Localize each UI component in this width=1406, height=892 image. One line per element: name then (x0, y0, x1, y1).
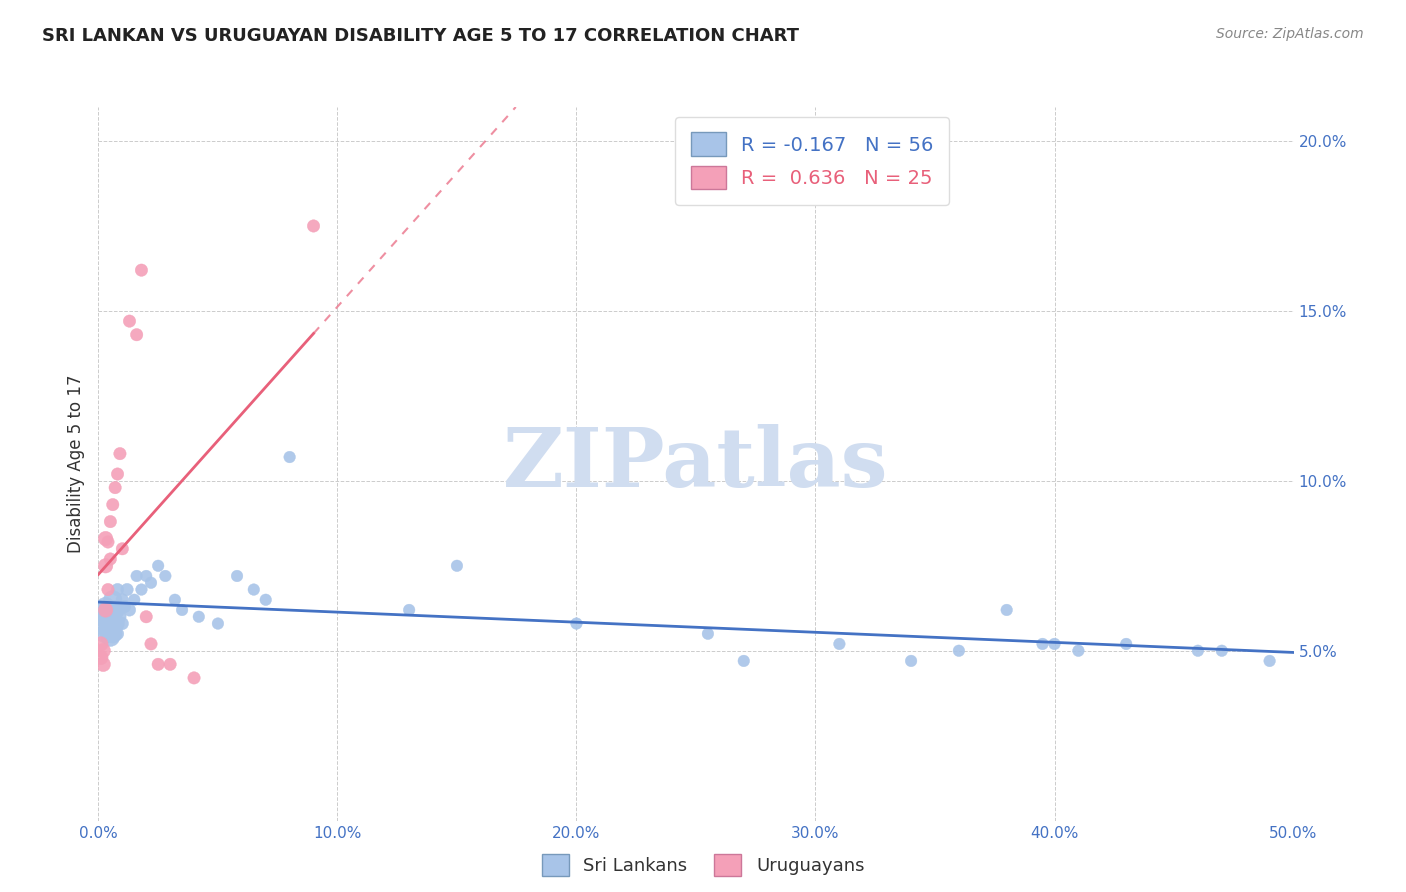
Point (101, 498, 124, 512)
Point (226, 569, 249, 583)
Point (98, 616, 122, 631)
Point (148, 657, 170, 672)
Point (131, 582, 153, 597)
Point (97, 535, 120, 549)
Y-axis label: Disability Age 5 to 17: Disability Age 5 to 17 (66, 375, 84, 553)
Point (254, 592, 277, 607)
Point (94, 532, 117, 546)
Point (94, 626, 117, 640)
Point (135, 609, 157, 624)
Point (183, 671, 205, 685)
Point (163, 592, 186, 607)
Point (107, 582, 129, 597)
Point (111, 541, 134, 556)
Point (995, 603, 1018, 617)
Point (139, 575, 162, 590)
Point (101, 592, 124, 607)
Point (900, 654, 922, 668)
Point (108, 609, 131, 624)
Point (114, 599, 136, 614)
Text: Source: ZipAtlas.com: Source: ZipAtlas.com (1216, 27, 1364, 41)
Point (139, 637, 162, 651)
Text: SRI LANKAN VS URUGUAYAN DISABILITY AGE 5 TO 17 CORRELATION CHART: SRI LANKAN VS URUGUAYAN DISABILITY AGE 5… (42, 27, 799, 45)
Point (98, 630, 122, 644)
Point (91, 609, 114, 624)
Point (91, 644, 114, 658)
Point (243, 582, 266, 597)
Point (187, 609, 209, 624)
Point (398, 603, 420, 617)
Point (1043, 637, 1066, 651)
Point (1032, 637, 1054, 651)
Point (115, 582, 138, 597)
Point (1258, 654, 1281, 668)
Point (124, 592, 146, 607)
Point (107, 626, 129, 640)
Point (94, 599, 117, 614)
Text: ZIPatlas: ZIPatlas (503, 424, 889, 504)
Point (98, 552, 122, 566)
Point (118, 603, 141, 617)
Point (733, 654, 755, 668)
Point (446, 558, 468, 573)
Point (101, 626, 124, 640)
Point (118, 314, 141, 328)
Point (565, 616, 588, 631)
Point (98, 515, 122, 529)
Point (91, 616, 114, 631)
Point (125, 327, 148, 342)
Point (828, 637, 851, 651)
Point (94, 558, 117, 573)
Point (1211, 644, 1233, 658)
Point (97, 624, 120, 638)
Point (91, 657, 114, 672)
Point (90, 609, 112, 624)
Point (104, 603, 127, 617)
Point (104, 481, 127, 495)
Point (159, 657, 181, 672)
Point (101, 609, 124, 624)
Legend: R = -0.167   N = 56, R =  0.636   N = 25: R = -0.167 N = 56, R = 0.636 N = 25 (675, 117, 949, 205)
Point (111, 616, 134, 631)
Point (90, 637, 112, 651)
Point (94, 603, 117, 617)
Point (98, 603, 122, 617)
Point (104, 616, 127, 631)
Point (1115, 637, 1137, 651)
Point (1187, 644, 1209, 658)
Point (948, 644, 970, 658)
Legend: Sri Lankans, Uruguayans: Sri Lankans, Uruguayans (534, 847, 872, 883)
Point (135, 569, 157, 583)
Point (97, 603, 120, 617)
Point (125, 569, 148, 583)
Point (697, 626, 720, 640)
Point (172, 603, 194, 617)
Point (131, 263, 153, 277)
Point (155, 569, 177, 583)
Point (278, 450, 301, 464)
Point (1067, 644, 1090, 658)
Point (90, 650, 112, 665)
Point (108, 447, 131, 461)
Point (148, 558, 170, 573)
Point (107, 467, 129, 481)
Point (98, 609, 122, 624)
Point (302, 219, 325, 233)
Point (94, 609, 117, 624)
Point (111, 592, 134, 607)
Point (207, 616, 229, 631)
Point (97, 582, 120, 597)
